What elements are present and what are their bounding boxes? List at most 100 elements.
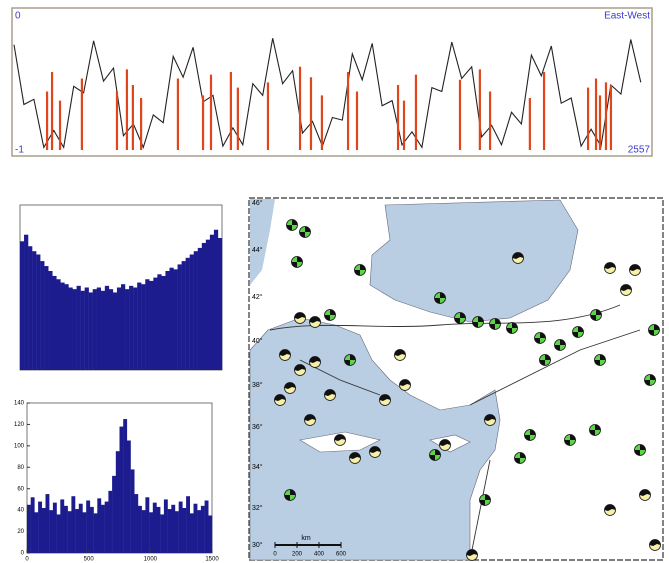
y-tick-label: 40 bbox=[17, 508, 24, 514]
histogram-bar bbox=[200, 505, 205, 553]
histogram-bar bbox=[134, 494, 139, 553]
histogram-bar bbox=[64, 505, 68, 553]
y-tick-label: 20 bbox=[17, 529, 24, 535]
histogram-bar bbox=[189, 254, 194, 370]
y-tick-label: 140 bbox=[14, 401, 25, 407]
histogram-bar bbox=[24, 234, 29, 370]
histogram-bar bbox=[165, 271, 170, 370]
latitude-labels: 46° 44° 42° 40° 38° 36° 34° 32° 30° bbox=[252, 199, 263, 549]
histogram-bar bbox=[163, 499, 168, 553]
histogram-bar bbox=[138, 505, 142, 553]
histogram-bar bbox=[217, 238, 223, 370]
histogram-bar bbox=[101, 504, 105, 553]
histogram-bar bbox=[112, 292, 118, 370]
panel-frame bbox=[11, 7, 653, 157]
y-tick-label: 0 bbox=[15, 11, 21, 22]
histogram-bar bbox=[167, 509, 172, 553]
latitude-label: 34° bbox=[252, 463, 263, 471]
histogram-bar bbox=[64, 284, 69, 370]
histogram-bar bbox=[115, 451, 120, 553]
x-tick-label: 0 bbox=[25, 557, 29, 563]
histogram-bar bbox=[96, 287, 101, 370]
histogram-bar bbox=[76, 285, 81, 370]
histogram-bar bbox=[149, 280, 154, 370]
histogram-bar bbox=[213, 229, 219, 370]
histogram-bar bbox=[112, 475, 116, 553]
scale-ticks: 0 200 400 600 bbox=[273, 542, 347, 558]
histogram-bar bbox=[30, 497, 35, 553]
faults bbox=[269, 304, 641, 561]
histogram-bar bbox=[38, 501, 42, 553]
histogram-bar bbox=[125, 289, 130, 370]
histogram-bar bbox=[67, 511, 72, 553]
histogram-bar bbox=[193, 503, 198, 553]
histogram-bar bbox=[92, 289, 97, 370]
x-tick-label: 1500 bbox=[205, 557, 219, 563]
histogram-bar bbox=[133, 287, 138, 370]
histogram-bar bbox=[204, 500, 209, 553]
histogram-bar bbox=[193, 251, 198, 370]
histogram-bar bbox=[171, 504, 176, 553]
histogram-bar bbox=[197, 247, 202, 370]
histogram-bar bbox=[126, 440, 131, 553]
histogram-bar bbox=[104, 501, 109, 553]
latitude-label: 30° bbox=[252, 541, 263, 549]
histogram-bar bbox=[161, 275, 166, 370]
histogram-bar bbox=[169, 267, 174, 370]
scale-unit: km bbox=[301, 535, 311, 542]
histogram-bar bbox=[145, 497, 150, 553]
chart-title: East-West bbox=[604, 11, 650, 22]
histogram-bar bbox=[34, 512, 39, 553]
water bbox=[250, 199, 275, 285]
histogram-bar bbox=[49, 510, 54, 553]
histogram-bar bbox=[141, 284, 146, 370]
histogram-bar bbox=[52, 502, 57, 553]
histogram-bar bbox=[141, 510, 146, 553]
histogram-bar bbox=[75, 509, 79, 553]
histogram-bar bbox=[175, 511, 179, 553]
signal-line bbox=[13, 38, 642, 150]
histogram-bar bbox=[181, 261, 186, 370]
scale-label: 400 bbox=[314, 552, 325, 558]
histogram-bar bbox=[52, 275, 57, 370]
histogram-bar bbox=[153, 277, 158, 370]
histogram-bar bbox=[173, 269, 178, 370]
histogram-bar bbox=[27, 504, 31, 553]
histogram-bar bbox=[108, 490, 113, 553]
histogram-bar bbox=[186, 496, 190, 553]
x-tick-label: 1000 bbox=[144, 557, 158, 563]
histogram-bar bbox=[152, 502, 157, 553]
histogram-bar bbox=[40, 261, 45, 370]
histogram-bar bbox=[123, 419, 128, 553]
histogram-bar bbox=[88, 292, 93, 370]
x-tick-label: 2557 bbox=[628, 145, 651, 156]
latitude-label: 36° bbox=[252, 423, 263, 431]
histogram-bar bbox=[56, 279, 61, 370]
histogram-bar bbox=[93, 513, 98, 553]
histogram-bar bbox=[82, 512, 87, 553]
histogram-bar bbox=[189, 513, 194, 553]
latitude-label: 38° bbox=[252, 381, 263, 389]
histogram-bar bbox=[44, 266, 49, 370]
histogram-bar bbox=[80, 290, 85, 370]
histogram-bar bbox=[119, 426, 124, 553]
latitude-label: 40° bbox=[252, 337, 263, 345]
histogram-bar bbox=[157, 274, 162, 370]
map: 46° 44° 42° 40° 38° 36° 34° 32° 30° km 0 200 400 60… bbox=[248, 197, 664, 561]
histogram-bar bbox=[130, 469, 135, 553]
histogram-bar bbox=[185, 257, 190, 370]
histogram-bar bbox=[129, 285, 134, 370]
histogram-bar bbox=[209, 234, 215, 370]
histogram-bar bbox=[84, 287, 89, 370]
histogram-bar bbox=[205, 239, 211, 370]
histogram-bar bbox=[149, 512, 153, 553]
histogram-bar bbox=[20, 241, 25, 370]
latitude-label: 42° bbox=[252, 293, 263, 301]
histogram-bar bbox=[97, 498, 102, 553]
y-tick-label: 0 bbox=[21, 551, 25, 557]
histogram-bar bbox=[41, 508, 46, 553]
histogram-bar bbox=[108, 289, 114, 370]
histogram-bar bbox=[100, 290, 106, 370]
